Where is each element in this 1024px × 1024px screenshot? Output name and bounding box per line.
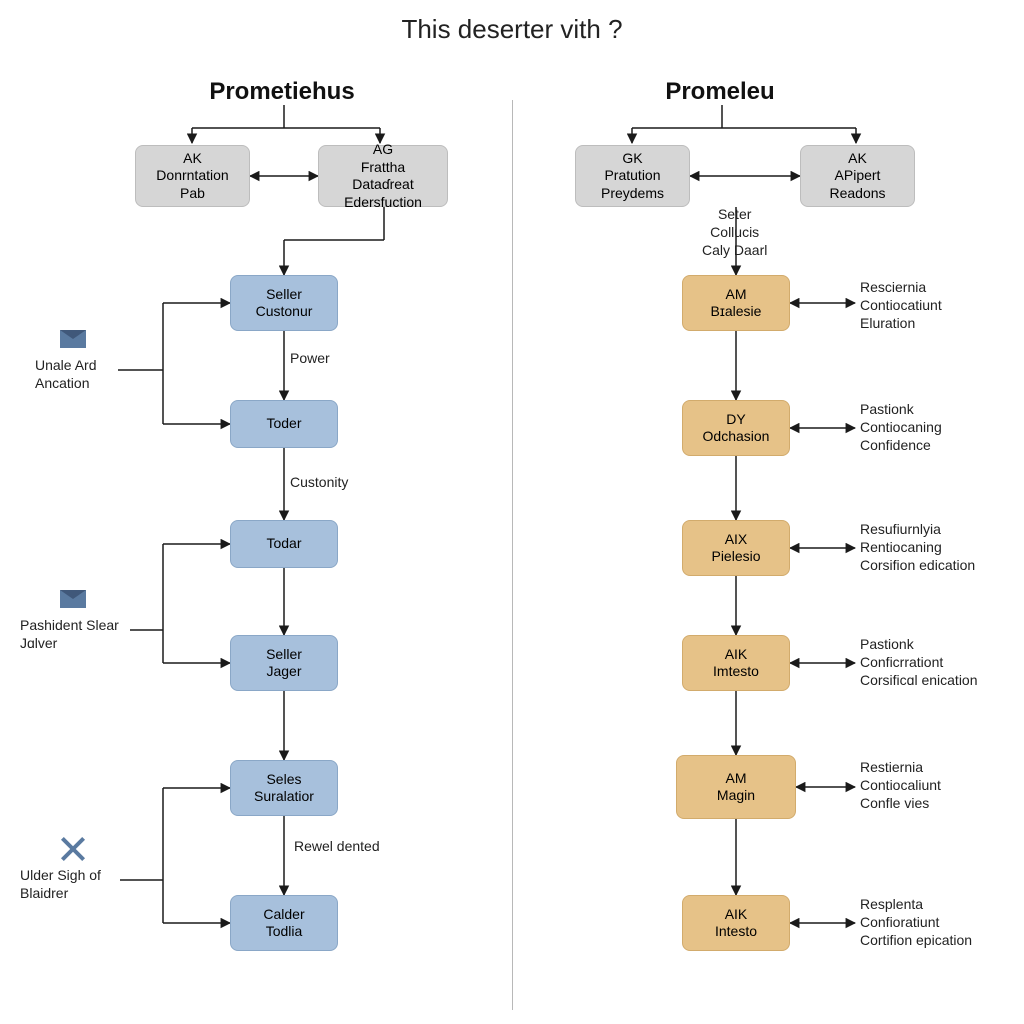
edge-label: Rewel dented <box>294 838 380 854</box>
annotation-R4: PastionkConficrrationtCorsificɑl enicati… <box>860 635 978 690</box>
edge-label: Custonity <box>290 474 348 490</box>
node-L6: CalderTodlia <box>230 895 338 951</box>
node-R1: AMBɪalesie <box>682 275 790 331</box>
annotation-R2: PastionkContiocaningConfidence <box>860 400 942 455</box>
left-annotation: Pashident SlearJɑlver <box>20 616 119 652</box>
node-L3: Todar <box>230 520 338 568</box>
annotation-R3: ResufiurnlyiaRentiocaningCorsifion edica… <box>860 520 975 575</box>
annotation-R6: ResplentaConfioratiuntCortifion epicatio… <box>860 895 972 950</box>
right-column-title: Promeleu <box>600 78 840 106</box>
envelope-icon <box>60 330 86 348</box>
node-R_top1: GKPratutionPreydems <box>575 145 690 207</box>
node-R5: AMMagin <box>676 755 796 819</box>
edge-label: Power <box>290 350 330 366</box>
node-R_top2: AKAPipertReadons <box>800 145 915 207</box>
node-L2: Toder <box>230 400 338 448</box>
node-L_top2: AGFratthaDataɗreatEdersfuction <box>318 145 448 207</box>
left-annotation: Ulder Sigh ofBlaidrer <box>20 866 101 902</box>
node-R4: AIKImtesto <box>682 635 790 691</box>
node-L4: SellerJager <box>230 635 338 691</box>
left-column-title: Prometiehus <box>162 78 402 106</box>
node-R6: AIKIntesto <box>682 895 790 951</box>
envelope-icon <box>60 590 86 608</box>
annotation-R5: RestierniaContiocaliuntConfle vies <box>860 758 941 813</box>
annotation-R1: RescierniaContiocatiuntEluration <box>860 278 942 333</box>
node-R3: AIXPielesio <box>682 520 790 576</box>
vertical-divider <box>512 100 513 1010</box>
left-annotation: Unale ArdAncation <box>35 356 96 392</box>
right-mid-label: SeterCollucisCaly Daarl <box>702 205 767 260</box>
page-title: This deserter vith ? <box>0 14 1024 45</box>
node-L1: SellerCustonur <box>230 275 338 331</box>
node-L5: SelesSuralatior <box>230 760 338 816</box>
cross-icon <box>60 836 86 862</box>
node-L_top1: AKDonrntationPab <box>135 145 250 207</box>
node-R2: DYOdchasion <box>682 400 790 456</box>
